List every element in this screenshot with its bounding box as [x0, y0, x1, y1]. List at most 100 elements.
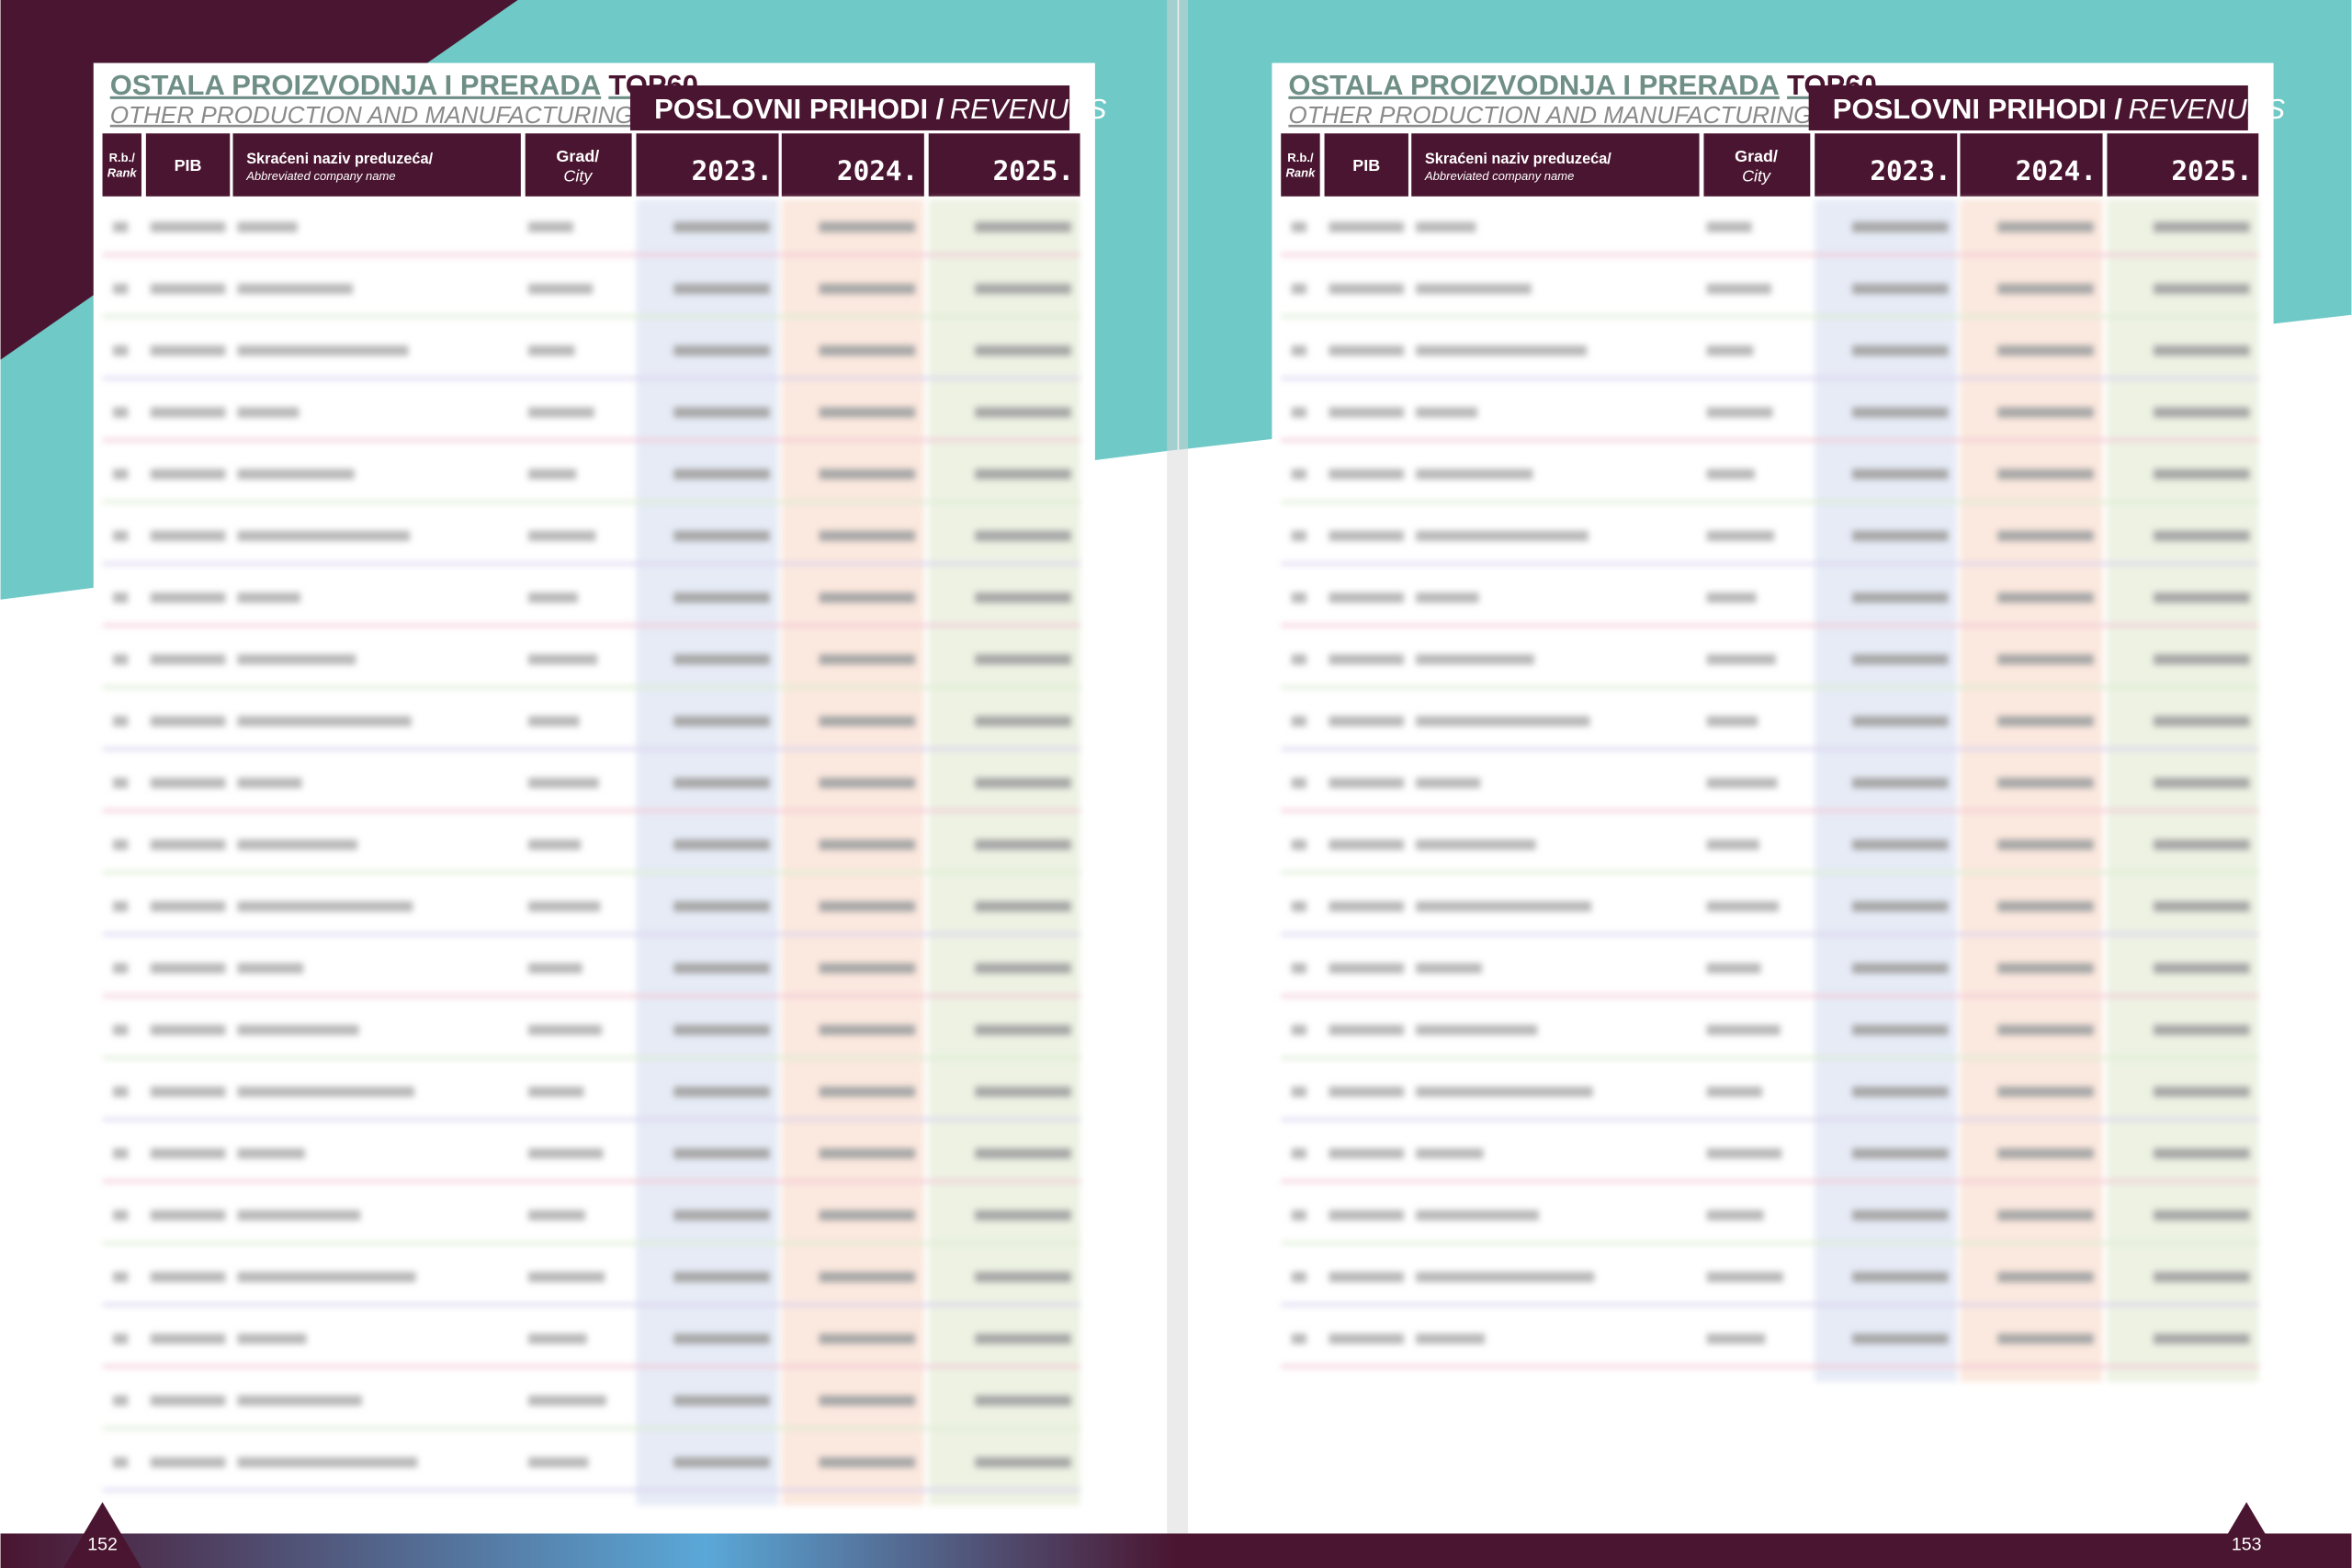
blurred-cell — [112, 654, 129, 665]
page-marker — [2207, 1502, 2286, 1568]
blurred-value — [819, 283, 916, 295]
blurred-cell — [1291, 530, 1306, 542]
blurred-cell — [1329, 530, 1405, 542]
blurred-cell — [1291, 1333, 1306, 1345]
blurred-cell — [1706, 344, 1754, 356]
blurred-cell — [150, 1333, 226, 1345]
blurred-value — [673, 592, 770, 604]
blurred-cell — [237, 901, 413, 912]
blurred-value — [1997, 716, 2094, 727]
blurred-value — [2154, 283, 2250, 295]
blurred-value — [1997, 468, 2094, 479]
blurred-cell — [150, 654, 226, 665]
blurred-cell — [1416, 1271, 1595, 1282]
blurred-value — [819, 1457, 916, 1468]
blurred-value — [1852, 530, 1949, 542]
blurred-cell — [237, 716, 412, 727]
blurred-cell — [150, 1271, 226, 1282]
blurred-value — [2154, 221, 2250, 232]
blurred-value — [2154, 716, 2250, 727]
blurred-value — [2154, 344, 2250, 356]
blurred-cell — [112, 1457, 129, 1468]
blurred-value — [1997, 1086, 2094, 1098]
blurred-value — [975, 407, 1071, 418]
blurred-value — [673, 1086, 770, 1098]
blurred-cell — [237, 344, 409, 356]
header-name: Skraćeni naziv preduzeća/ — [1425, 151, 1611, 167]
blurred-cell — [237, 963, 304, 974]
blurred-value — [1852, 901, 1949, 912]
blurred-cell — [1329, 1086, 1405, 1098]
blurred-cell — [528, 1333, 587, 1345]
blurred-value — [975, 283, 1071, 295]
blurred-value — [819, 592, 916, 604]
blurred-cell — [528, 1210, 586, 1221]
column-tint — [2107, 199, 2259, 1382]
blurred-cell — [112, 530, 129, 542]
blurred-value — [673, 1210, 770, 1221]
blurred-cell — [1706, 1148, 1782, 1159]
header-city-en: City — [1742, 166, 1771, 185]
blurred-value — [1997, 654, 2094, 665]
blurred-value — [1997, 1333, 2094, 1345]
blurred-cell — [1329, 1024, 1405, 1036]
blurred-cell — [1329, 1271, 1405, 1282]
blurred-cell — [1706, 963, 1761, 974]
blurred-cell — [528, 1271, 605, 1282]
blurred-cell — [237, 1024, 359, 1036]
blurred-cell — [237, 1271, 416, 1282]
header-cell — [1815, 133, 1958, 197]
blurred-value — [2154, 654, 2250, 665]
blurred-value — [2154, 1271, 2250, 1282]
blurred-value — [975, 1333, 1071, 1345]
blurred-value — [1997, 963, 2094, 974]
blurred-cell — [1291, 1148, 1306, 1159]
blurred-value — [1852, 1333, 1949, 1345]
blurred-value — [819, 530, 916, 542]
blurred-cell — [112, 592, 129, 604]
blurred-value — [1997, 344, 2094, 356]
header-cell — [232, 133, 521, 197]
blurred-value — [975, 1086, 1071, 1098]
blurred-cell — [150, 1148, 226, 1159]
blurred-value — [1997, 407, 2094, 418]
blurred-value — [975, 1457, 1071, 1468]
blurred-value — [1997, 592, 2094, 604]
blurred-value — [2154, 1333, 2250, 1345]
blurred-value — [673, 530, 770, 542]
blurred-cell — [1329, 963, 1405, 974]
blurred-value — [1852, 1210, 1949, 1221]
blurred-cell — [1706, 839, 1759, 851]
blurred-value — [673, 283, 770, 295]
header-cell — [102, 133, 141, 197]
section-main: POSLOVNI PRIHODI / — [1833, 93, 2123, 125]
blurred-value — [1852, 963, 1949, 974]
blurred-cell — [1706, 283, 1771, 295]
blurred-cell — [237, 839, 357, 851]
blurred-cell — [237, 777, 302, 789]
blurred-value — [975, 344, 1071, 356]
blurred-cell — [528, 530, 596, 542]
blurred-cell — [237, 530, 411, 542]
blurred-cell — [528, 901, 601, 912]
blurred-value — [2154, 468, 2250, 479]
blurred-value — [1852, 344, 1949, 356]
blurred-cell — [1416, 1148, 1484, 1159]
blurred-cell — [1416, 530, 1589, 542]
column-tint — [781, 199, 924, 1506]
blurred-value — [819, 963, 916, 974]
blurred-cell — [1329, 1210, 1405, 1221]
blurred-cell — [150, 1210, 226, 1221]
blurred-value — [1997, 901, 2094, 912]
blurred-cell — [1291, 592, 1306, 604]
blurred-value — [819, 221, 916, 232]
blurred-cell — [528, 283, 594, 295]
blurred-cell — [112, 777, 129, 789]
blurred-cell — [1291, 777, 1306, 789]
blurred-cell — [112, 1210, 129, 1221]
header-cell — [1703, 133, 1811, 197]
blurred-cell — [1416, 344, 1588, 356]
blurred-value — [1852, 716, 1949, 727]
blurred-value — [975, 777, 1071, 789]
